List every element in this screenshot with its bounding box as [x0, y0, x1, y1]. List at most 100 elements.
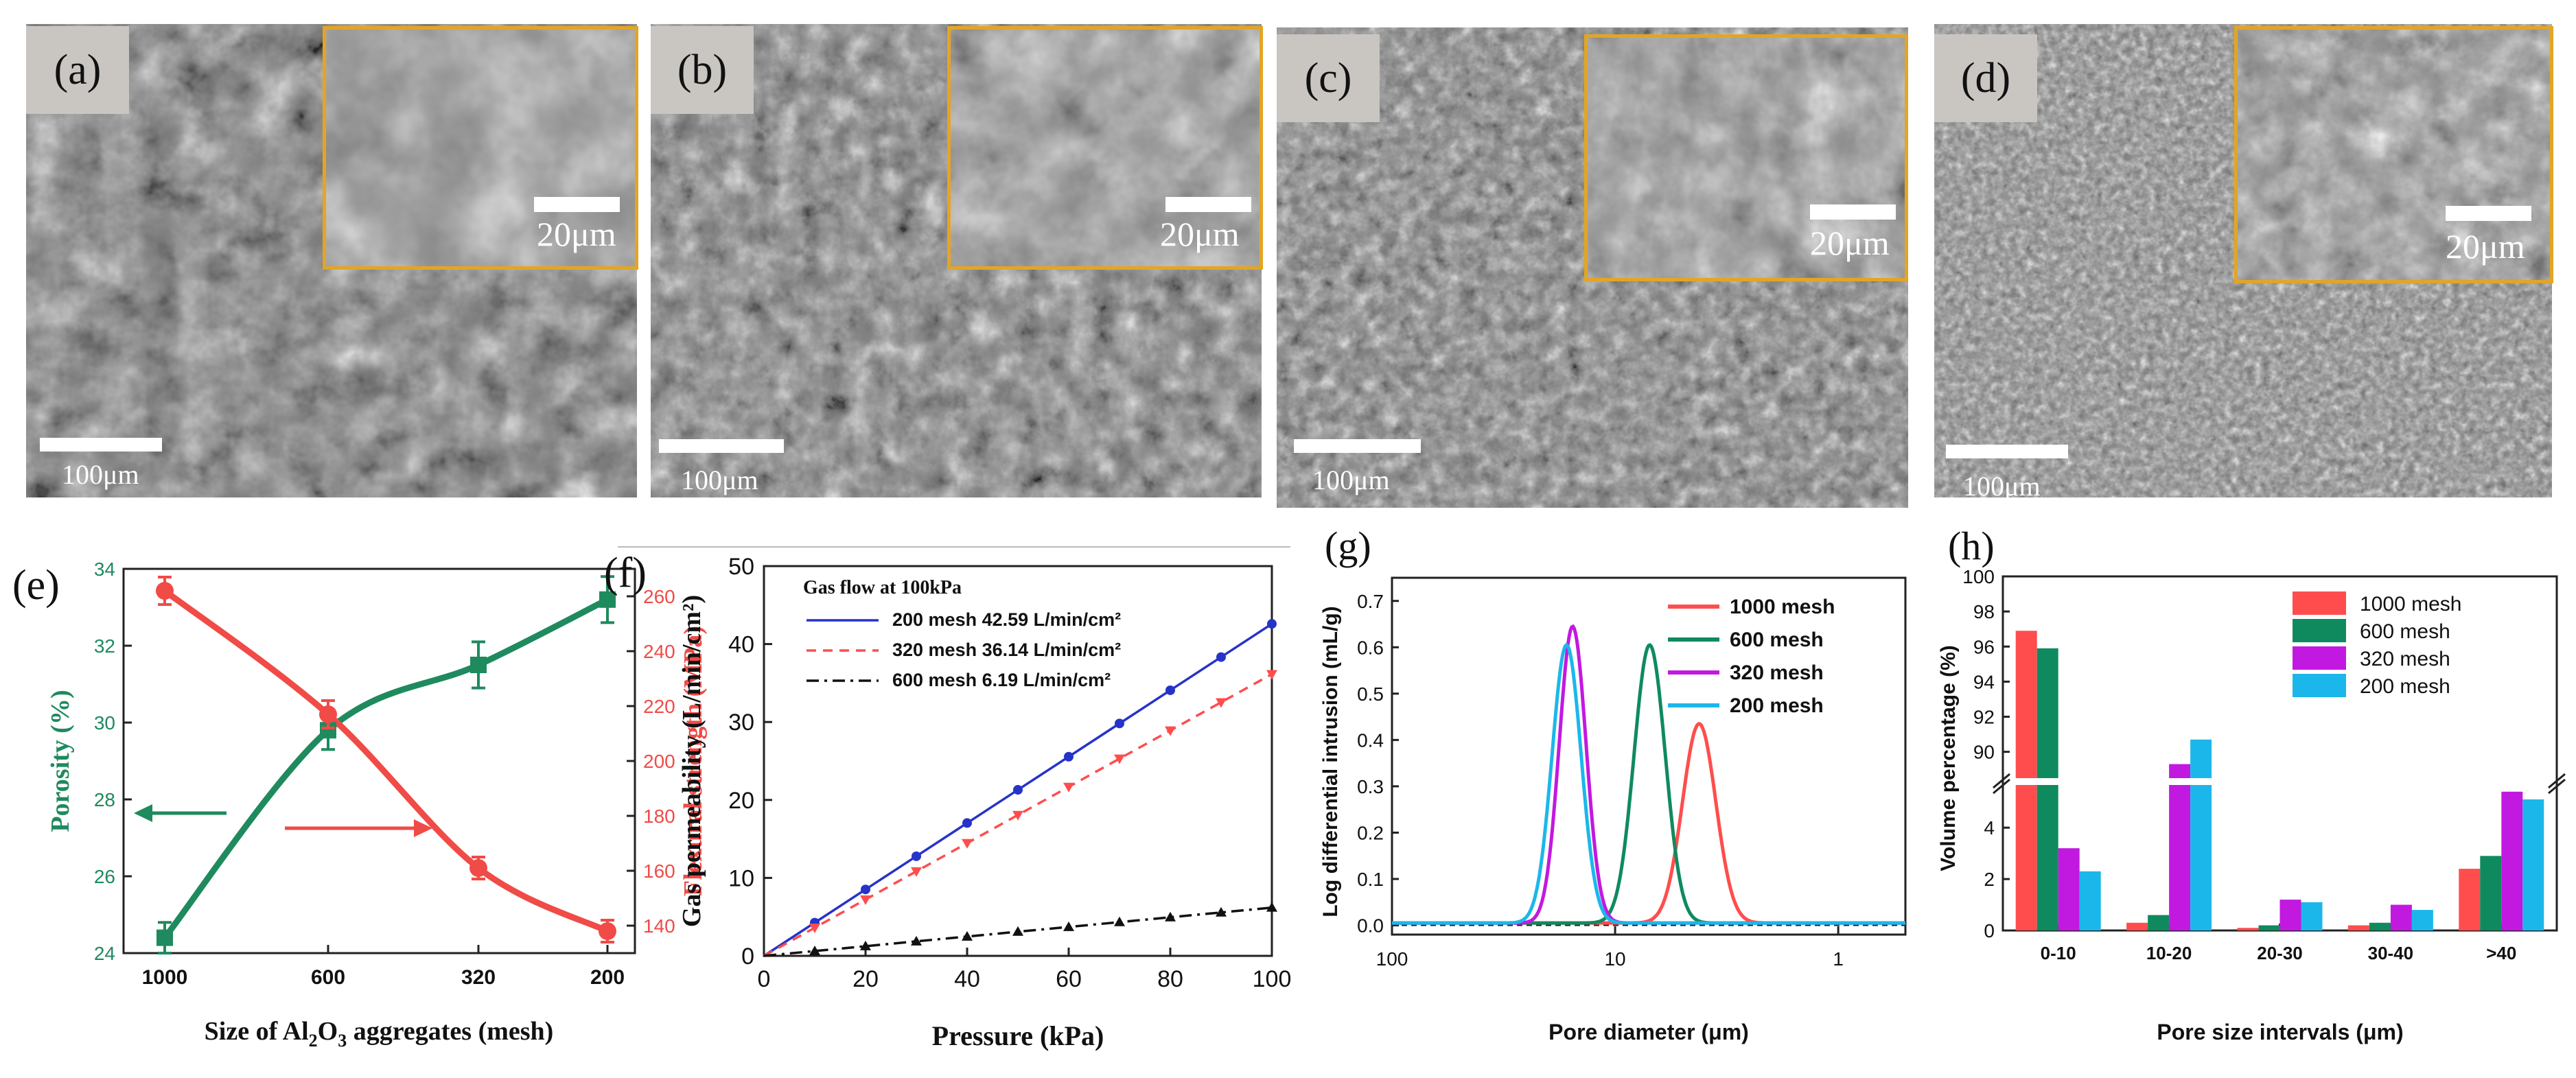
- chart-e-ylabel-right: Flexural strength (MPa): [679, 626, 708, 896]
- h-bar: [2459, 869, 2481, 930]
- g-series-line: [1392, 722, 1905, 925]
- f-point: [1266, 902, 1277, 912]
- e-ytick-right-label: 180: [643, 806, 675, 827]
- h-ytick-label: 92: [1973, 707, 1995, 728]
- g-ytick-label: 0.4: [1357, 729, 1384, 751]
- h-ytick-label: 94: [1973, 671, 1995, 692]
- f-point: [809, 923, 820, 933]
- g-xtick-label: 100: [1376, 948, 1408, 970]
- h-bar: [2522, 799, 2544, 930]
- h-bar: [2347, 925, 2369, 930]
- f-point: [911, 935, 922, 946]
- f-xtick-label: 60: [1056, 966, 1082, 992]
- g-ytick-label: 0.0: [1357, 915, 1384, 936]
- e-ytick-right-label: 140: [643, 915, 675, 937]
- scale-label-c: 100μm: [1312, 465, 1390, 495]
- f-point: [1266, 670, 1277, 680]
- panel-label-b: (b): [651, 26, 754, 114]
- h-axis-break-right: [2548, 773, 2566, 795]
- f-point: [1216, 906, 1227, 917]
- e-ytick-left-label: 26: [94, 866, 115, 887]
- chart-f-ylabel: Gas permeability (L/min/cm²): [677, 595, 706, 927]
- h-ytick-label: 4: [1984, 817, 1995, 839]
- h-axis-break-band: [2005, 778, 2555, 785]
- f-point: [1114, 916, 1125, 926]
- e-strength-line: [163, 588, 609, 935]
- chart-h-xlabel: Pore size intervals (μm): [2157, 1020, 2403, 1044]
- h-bar: [2148, 915, 2170, 930]
- f-point: [1165, 726, 1176, 736]
- g-series-line: [1392, 642, 1905, 925]
- e-ytick-left-label: 24: [94, 943, 115, 964]
- g-legend-label: 320 mesh: [1730, 661, 1824, 684]
- h-ytick-label: 90: [1973, 742, 1995, 763]
- e-ytick-right-label: 260: [643, 586, 675, 607]
- sem-inset-a: [323, 26, 638, 270]
- h-legend-label: 1000 mesh: [2360, 593, 2461, 616]
- f-point: [962, 839, 973, 849]
- g-legend-label: 1000 mesh: [1730, 596, 1835, 618]
- f-point: [1114, 754, 1125, 764]
- h-ytick-label: 0: [1984, 920, 1995, 941]
- chart-h-ylabel: Volume percentage (%): [1937, 645, 1960, 871]
- h-bar: [2058, 848, 2080, 930]
- chart-f-xlabel: Pressure (kPa): [932, 1020, 1104, 1051]
- e-right-arrow-head: [414, 819, 432, 837]
- charts-layer: (e) Size of Al2O3 aggregates (mesh) Poro…: [12, 524, 2566, 1051]
- g-legend-label: 200 mesh: [1730, 694, 1824, 717]
- sem-inset-c: [1584, 34, 1908, 281]
- h-axis-break-left: [1993, 773, 2010, 795]
- panel-label-f: (f): [604, 550, 647, 596]
- e-left-arrow-head: [134, 804, 152, 822]
- h-bar: [2079, 871, 2101, 930]
- g-ytick-label: 0.6: [1357, 637, 1384, 658]
- h-xtick-label: 30-40: [2368, 943, 2414, 963]
- f-point: [1267, 619, 1277, 629]
- f-point: [1165, 911, 1176, 922]
- g-ytick-label: 0.7: [1357, 591, 1384, 612]
- h-bar: [2501, 791, 2523, 930]
- e-xtick-label: 1000: [142, 966, 188, 989]
- h-bar: [2279, 900, 2301, 930]
- e-porosity-point: [599, 591, 616, 608]
- chart-e-ylabel-left: Porosity (%): [46, 690, 75, 832]
- f-legend-label: 320 mesh 36.14 L/min/cm²: [892, 640, 1121, 660]
- inset-scale-bar-c: [1810, 204, 1896, 220]
- h-bar: [2258, 925, 2280, 930]
- g-xtick-label: 1: [1833, 948, 1844, 970]
- scale-label-b: 100μm: [681, 465, 758, 495]
- inset-scale-label-a: 20μm: [537, 215, 616, 253]
- f-point: [1216, 652, 1226, 662]
- f-ytick-label: 30: [728, 710, 754, 736]
- h-legend-swatch: [2293, 646, 2346, 670]
- e-porosity-line: [162, 596, 610, 940]
- h-ytick-label: 100: [1962, 566, 1995, 587]
- inset-scale-label-b: 20μm: [1160, 215, 1240, 253]
- e-xtick-label: 200: [590, 966, 625, 989]
- h-legend-label: 200 mesh: [2360, 675, 2450, 698]
- e-ytick-right-label: 240: [643, 641, 675, 662]
- e-strength-point: [469, 859, 487, 877]
- g-legend-label: 600 mesh: [1730, 629, 1824, 651]
- scale-bar-d: [1946, 445, 2068, 458]
- chart-g-xlabel: Pore diameter (μm): [1548, 1020, 1749, 1044]
- f-point: [1115, 718, 1124, 729]
- h-xtick-label: 10-20: [2146, 943, 2192, 963]
- f-series-line: [763, 672, 1273, 957]
- h-bar: [2169, 764, 2191, 930]
- sem-inset-b: [947, 26, 1263, 270]
- e-strength-point: [156, 582, 174, 600]
- f-ytick-label: 40: [728, 632, 754, 658]
- chart-g: (g) Pore diameter (μm) Log differential …: [1319, 524, 1907, 1044]
- e-porosity-point: [470, 657, 487, 673]
- h-xtick-label: 0-10: [2041, 943, 2076, 963]
- panel-label-a: (a): [26, 26, 129, 114]
- f-point: [962, 818, 972, 828]
- g-xtick-label: 10: [1604, 948, 1625, 970]
- h-bar: [2237, 928, 2259, 930]
- inset-scale-label-d: 20μm: [2446, 227, 2525, 266]
- f-ytick-label: 10: [728, 865, 754, 891]
- scale-label-d: 100μm: [1963, 471, 2041, 502]
- chart-h: (h) Pore size intervals (μm) Volume perc…: [1937, 524, 2566, 1044]
- e-strength-point: [319, 705, 337, 723]
